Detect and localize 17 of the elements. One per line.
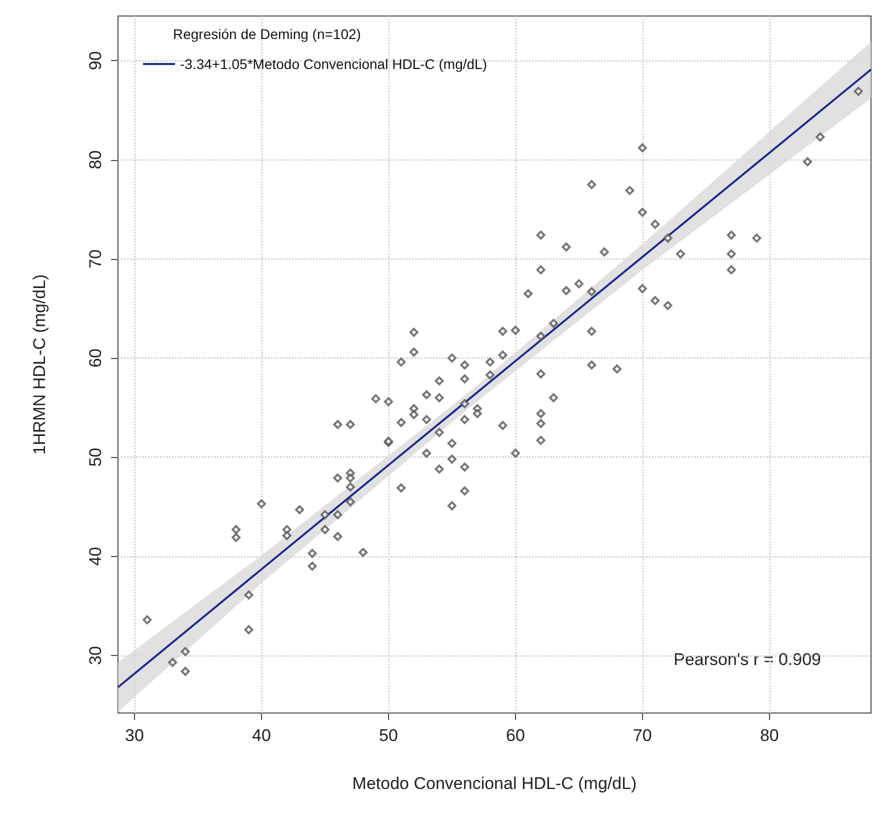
y-tick-label: 50 xyxy=(86,448,105,467)
x-tick-label: 40 xyxy=(252,726,271,745)
x-axis-title: Metodo Convencional HDL-C (mg/dL) xyxy=(352,774,637,793)
x-tick-label: 70 xyxy=(632,726,652,745)
y-tick-label: 40 xyxy=(86,546,105,566)
legend-label: -3.34+1.05*Metodo Convencional HDL-C (mg/dL) xyxy=(180,56,487,72)
legend-title: Regresión de Deming (n=102) xyxy=(173,26,361,42)
x-tick-label: 30 xyxy=(125,726,144,745)
y-tick-label: 60 xyxy=(86,348,105,368)
y-tick-label: 30 xyxy=(86,646,105,665)
y-tick-label: 70 xyxy=(86,249,105,268)
x-tick-label: 50 xyxy=(379,726,398,745)
y-axis-title: 1HRMN HDL-C (mg/dL) xyxy=(30,274,49,455)
y-tick-label: 80 xyxy=(86,150,105,170)
y-tick-label: 90 xyxy=(86,51,105,70)
x-tick-label: 80 xyxy=(760,726,779,745)
x-tick-label: 60 xyxy=(506,726,525,745)
